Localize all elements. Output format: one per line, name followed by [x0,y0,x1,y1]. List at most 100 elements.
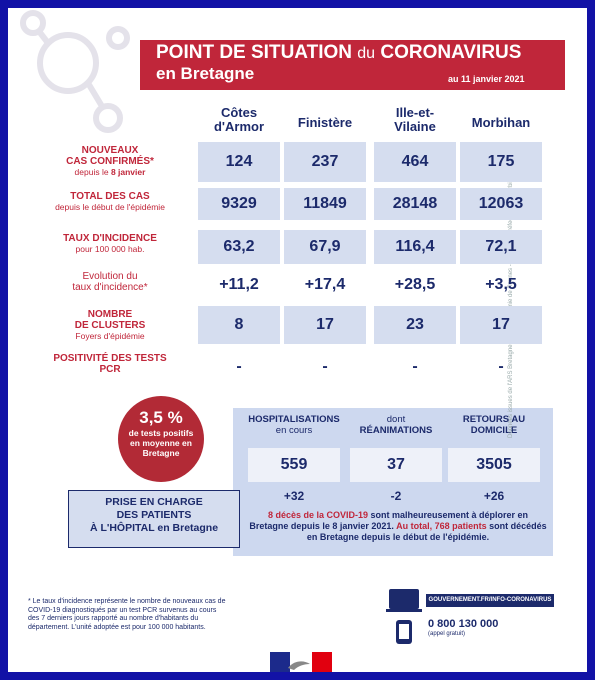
row-note: depuis le 8 janvier [30,167,190,178]
table-cell: 28148 [374,188,456,220]
table-cell: 12063 [460,188,542,220]
table-cell: 23 [374,306,456,344]
row-label-line: POSITIVITÉ DES TESTS [53,353,167,364]
column-header: Morbihan [460,116,542,130]
row-label: NOMBRE DE CLUSTERS Foyers d'épidémie [30,309,190,342]
hospital-change: +26 [483,489,505,503]
hospital-change: +32 [283,489,305,503]
virus-decoration [20,10,130,133]
table-cell: - [236,358,242,375]
column-header: Finistère [284,116,366,130]
hospital-header: HOSPITALISATIONS en cours [248,414,340,436]
row-label-line: taux d'incidence* [72,282,148,293]
column-header-line: Morbihan [471,115,531,130]
column-header: Côtes d'Armor [198,106,280,134]
row-label-line: NOMBRE [87,309,133,320]
column-header-line: Vilaine [394,119,436,134]
table-cell: - [412,358,418,375]
phone-note: (appel gratuit) [428,631,466,637]
hospital-label-line: À L'HÔPITAL en Bretagne [89,522,219,534]
column-header-line: Ille-et- [395,105,435,120]
row-note: pour 100 000 hab. [30,244,190,255]
row-note: depuis le début de l'épidémie [30,202,190,213]
table-cell: - [322,358,328,375]
row-label-line: TOTAL DES CAS [70,191,150,202]
note-part: sont décédés en Bretagne depuis le début… [306,521,547,542]
row-label-line: TAUX D'INCIDENCE [63,233,157,244]
date: au 11 janvier 2021 [448,74,525,84]
row-label: TAUX D'INCIDENCE pour 100 000 hab. [30,233,190,255]
table-cell: 11849 [284,188,366,220]
table-cell: 464 [374,142,456,182]
hospital-label-line: DES PATIENTS [116,509,192,521]
table-cell: 17 [460,306,542,344]
hospital-label: PRISE EN CHARGE DES PATIENTS À L'HÔPITAL e… [68,490,240,548]
hospital-header-line: HOSPITALISATIONS [248,414,340,425]
table-cell: 116,4 [374,230,456,264]
row-label-line: Evolution du [82,271,138,282]
hospital-change: -2 [390,489,402,503]
hospital-header-line: DOMICILE [470,425,518,436]
row-note-part: 8 janvier [110,167,146,177]
column-header-line: d'Armor [213,119,265,134]
table-cell: 8 [198,306,280,344]
hospital-label-line: PRISE EN CHARGE [105,496,203,508]
positivity-value: 3,5 % [139,408,183,427]
hospital-header-line: dont [386,414,406,425]
positivity-text: de tests positifs [128,428,194,438]
hospital-value: 559 [248,448,340,482]
table-cell: +3,5 [485,276,517,293]
column-header: Ille-et- Vilaine [374,106,456,134]
row-label-line: NOUVEAUX [81,145,139,156]
row-label: POSITIVITÉ DES TESTS PCR [30,353,190,375]
hospital-header-line: en cours [275,425,313,436]
hospital-header-line: RETOURS AU [462,414,526,425]
table-cell: +11,2 [219,276,259,293]
column-header-line: Côtes [220,105,258,120]
hospital-header-line: RÉANIMATIONS [359,425,433,436]
row-label-line: CAS CONFIRMÉS* [66,156,154,167]
note-part: Au total, 768 patients [393,521,487,531]
device-icons [386,589,422,644]
row-note: Foyers d'épidémie [30,331,190,342]
table-cell: 175 [460,142,542,182]
row-label: Evolution du taux d'incidence* [30,271,190,293]
table-cell: 237 [284,142,366,182]
row-label: TOTAL DES CAS depuis le début de l'épidém… [30,191,190,213]
hospital-value: 3505 [448,448,540,482]
republic-logo [270,652,332,672]
positivity-text: Bretagne [142,448,180,458]
table-cell: +17,4 [304,276,346,293]
note-part: 8 décès de la COVID-19 [267,510,368,520]
footnote: * Le taux d'incidence représente le nomb… [28,598,226,631]
table-cell: 17 [284,306,366,344]
table-cell: - [498,358,504,375]
table-cell: 63,2 [198,230,280,264]
hospital-value: 37 [350,448,442,482]
note-part: sont malheureusement à déplorer en Breta… [249,510,529,531]
row-note-part: Foyers d'épidémie [75,331,145,341]
deaths-note: 8 décès de la COVID-19 sont malheureusem… [248,510,548,543]
column-header-line: Finistère [297,115,353,130]
positivity-text: en moyenne en [130,438,192,448]
positivity-circle: 3,5 % de tests positifs en moyenne en Bret… [118,396,204,482]
table-cell: 9329 [198,188,280,220]
hospital-header: dont RÉANIMATIONS [350,414,442,436]
hospital-header: RETOURS AU DOMICILE [448,414,540,436]
subtitle: en Bretagne [156,64,255,83]
table-cell: 124 [198,142,280,182]
row-note-part: depuis le début de l'épidémie [55,202,165,212]
row-label-line: PCR [99,364,121,375]
row-label-line: DE CLUSTERS [74,320,146,331]
row-note-part: depuis le [74,167,111,177]
row-note-part: pour 100 000 hab. [75,244,145,254]
table-cell: +28,5 [394,276,436,293]
table-cell: 72,1 [460,230,542,264]
website-link[interactable]: GOUVERNEMENT.FR/INFO-CORONAVIRUS [426,594,554,607]
table-cell: 67,9 [284,230,366,264]
hospital-box [233,408,553,556]
title: POINT DE SITUATION du CORONAVIRUS [156,42,522,63]
phone: 0 800 130 000 [428,618,499,630]
title-banner [140,40,565,90]
